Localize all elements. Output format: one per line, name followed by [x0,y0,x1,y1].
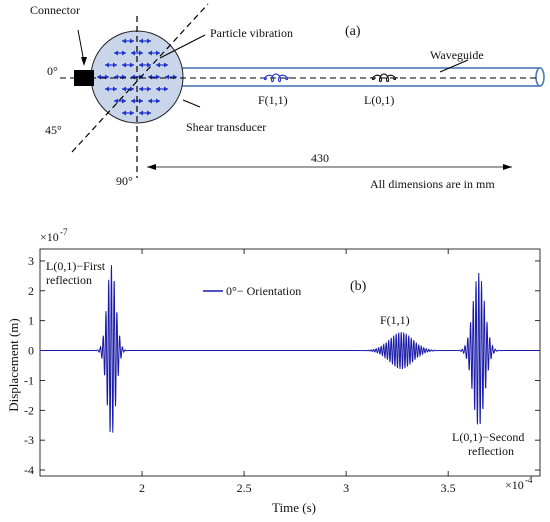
x-tick-label: 2.5 [237,481,252,495]
annotation-second-reflection-line2: reflection [468,444,514,458]
vibration-arrowhead [105,62,109,68]
vibration-arrowhead [130,86,134,92]
series-line-0deg-orientation [40,265,540,433]
x-exponent-base: ×10 [505,478,524,492]
length-label: 430 [311,151,329,165]
y-tick-label: 0 [28,344,34,358]
x-tick-label: 3.5 [441,481,456,495]
vibration-arrowhead [113,62,117,68]
vibration-arrowhead [114,50,118,56]
annotation-first-reflection-line1: L(0,1)−First [46,259,106,273]
annotation-second-reflection-line1: L(0,1)−Second [452,430,524,444]
angle-45-label: 45° [45,123,62,137]
shear-transducer-label: Shear transducer [186,120,266,134]
annotation-f11: F(1,1) [380,313,410,327]
vibration-arrowhead [122,50,126,56]
vibration-arrowhead [131,50,135,56]
vibration-arrowhead [139,38,143,44]
y-tick-label: -4 [24,463,34,477]
annotation-first-reflection-line2: reflection [46,273,92,287]
vibration-arrowhead [156,86,160,92]
legend-entry: 0°− Orientation [226,284,301,298]
vibration-arrowhead [139,110,143,116]
shear-transducer-pointer [182,99,201,108]
x-axis-ticks: 2 2.5 3 3.5 [139,249,456,495]
panel-b-chart: -4 -3 -2 -1 0 1 2 3 2 2.5 3 3.5 ×10 -7 ×10 -4 Time… [6,227,541,515]
plot-frame [39,248,541,477]
connector-label: Connector [30,3,80,17]
waveguide-end [535,67,545,87]
x-tick-label: 2 [139,481,145,495]
vibration-arrowhead [164,62,168,68]
vibration-arrowhead [156,74,160,80]
y-exponent-power: -7 [60,227,68,237]
axis-45deg-line [71,3,209,153]
vibration-arrowhead [105,86,109,92]
y-tick-label: -2 [24,403,34,417]
particle-vibration-pointer [159,34,206,59]
vibration-arrowhead [114,74,118,80]
waveguide-label: Waveguide [430,48,484,62]
panel-b-label: (b) [350,279,367,294]
panel-a-label: (a) [345,24,361,39]
vibration-arrowhead [147,38,151,44]
units-note: All dimensions are in mm [370,177,495,191]
vibration-arrowhead [130,110,134,116]
x-exponent-power: -4 [525,475,533,485]
panel-a-diagram: Connector Particle vibration (a) Wavegui… [30,3,545,191]
waveguide-pointer [439,59,469,73]
y-exponent-base: ×10 [40,230,59,244]
dimension-arrow-left [147,164,156,170]
vibration-arrowhead [113,86,117,92]
vibration-arrowhead [122,86,126,92]
vibration-arrowhead [147,110,151,116]
y-tick-label: 3 [28,254,34,268]
vibration-arrowhead [165,74,169,80]
x-tick-label: 3 [343,481,349,495]
vibration-arrowhead [148,50,152,56]
vibration-arrowhead [114,98,118,104]
vibration-arrowhead [122,98,126,104]
vibration-arrowhead [130,38,134,44]
vibration-arrowhead [122,62,126,68]
f11-mode-label: F(1,1) [258,93,288,107]
vibration-arrowhead [164,86,168,92]
vibration-arrowhead [122,110,126,116]
connector-pointer [77,29,85,63]
waveguide-tube [139,67,541,87]
vibration-arrowhead [156,62,160,68]
vibration-arrowhead [122,38,126,44]
vibration-arrowhead [156,50,160,56]
angle-90-label: 90° [116,174,133,188]
dimension-arrow-right [503,164,512,170]
vibration-arrowhead [139,50,143,56]
vibration-arrowhead [139,86,143,92]
l01-mode-label: L(0,1) [364,93,394,107]
y-tick-label: -1 [24,373,34,387]
x-axis-title: Time (s) [272,500,316,515]
y-axis-ticks: -4 -3 -2 -1 0 1 2 3 [24,254,540,477]
vibration-arrowhead [147,86,151,92]
y-tick-label: 2 [28,284,34,298]
particle-vibration-label: Particle vibration [210,26,293,40]
vibration-arrowhead [139,98,143,104]
connector-arrowhead [81,57,87,66]
y-tick-label: -3 [24,433,34,447]
f11-mode-spring [261,73,291,83]
angle-0-label: 0° [47,64,58,78]
vibration-arrowhead [148,98,152,104]
vibration-arrowhead [139,62,143,68]
y-tick-label: 1 [28,314,34,328]
vibration-arrowhead [147,62,151,68]
y-axis-title: Displacement (m) [6,318,21,412]
vibration-arrowhead [131,98,135,104]
l01-mode-spring [369,73,399,83]
vibration-arrowhead [156,98,160,104]
vibration-arrowhead [130,62,134,68]
